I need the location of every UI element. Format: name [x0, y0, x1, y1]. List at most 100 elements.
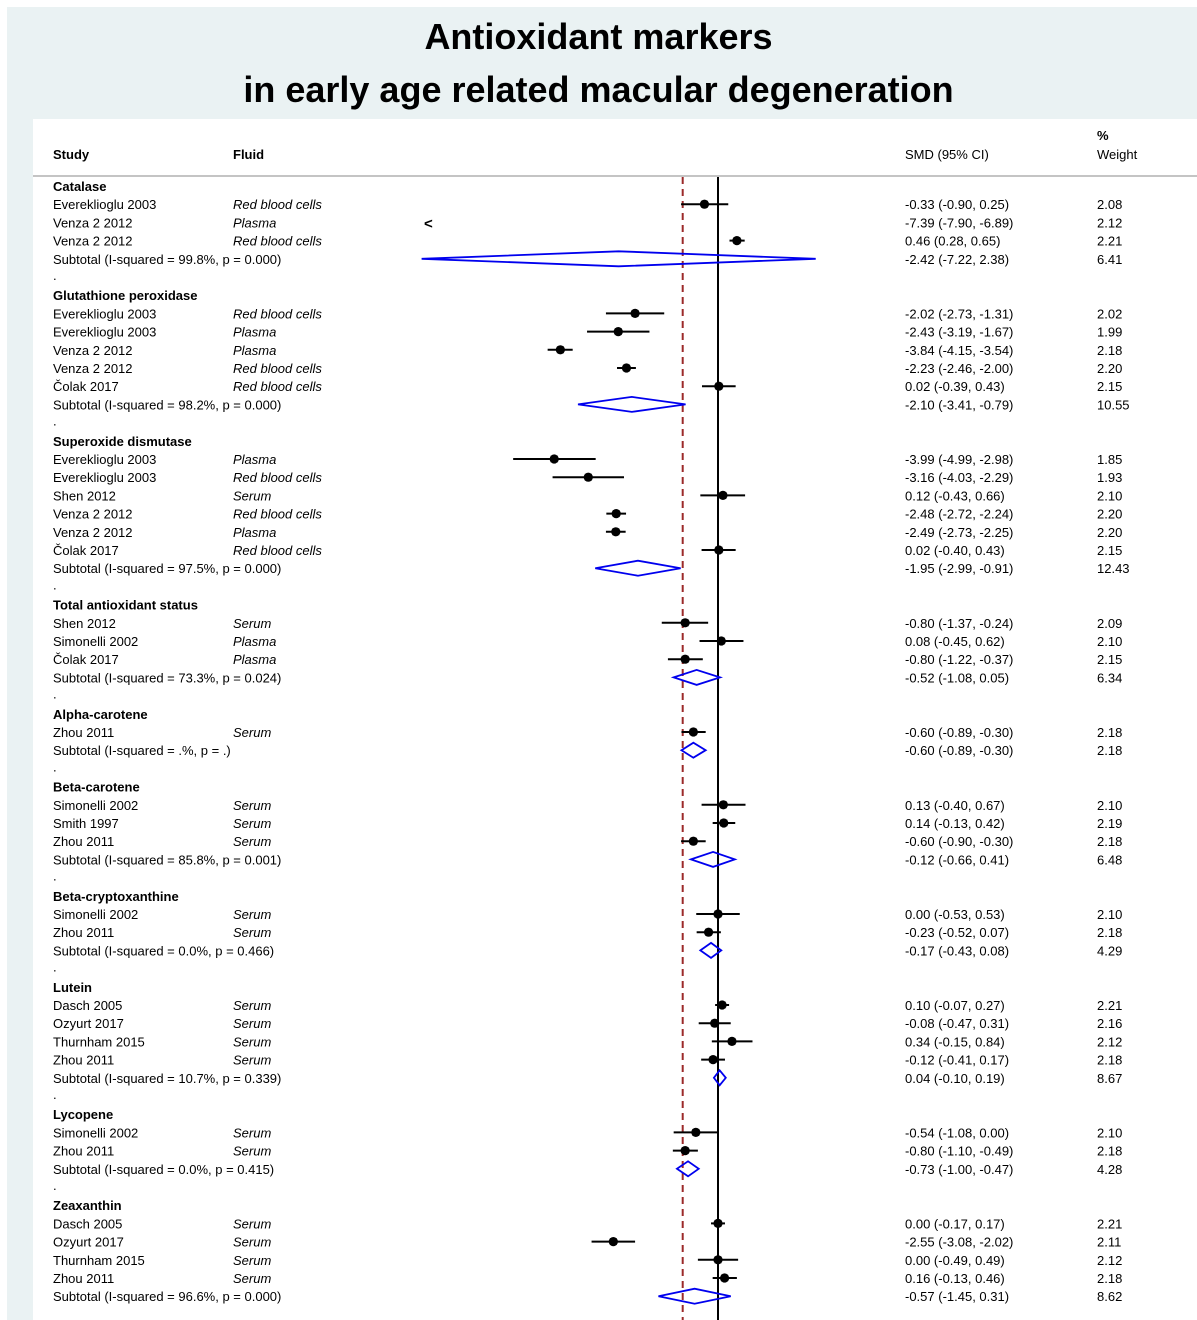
- point-estimate-marker: [727, 1036, 737, 1046]
- column-header-fluid: Fluid: [233, 147, 264, 162]
- smd-ci-label: -2.43 (-3.19, -1.67): [905, 325, 1013, 340]
- group-separator: .: [53, 1087, 57, 1102]
- study-label: Čolak 2017: [53, 543, 119, 558]
- smd-ci-label: -2.10 (-3.41, -0.79): [905, 397, 1013, 412]
- smd-ci-label: -2.48 (-2.72, -2.24): [905, 507, 1013, 522]
- fluid-label: Serum: [233, 816, 271, 831]
- study-label: Evereklioglu 2003: [53, 306, 156, 321]
- smd-ci-label: -0.08 (-0.47, 0.31): [905, 1016, 1009, 1031]
- weight-label: 8.67: [1097, 1071, 1122, 1086]
- point-estimate-marker: [713, 1218, 723, 1228]
- group-header: Total antioxidant status: [53, 598, 198, 613]
- point-estimate-marker: [710, 1018, 720, 1028]
- smd-ci-label: -2.23 (-2.46, -2.00): [905, 361, 1013, 376]
- point-estimate-marker: [699, 199, 710, 209]
- fluid-label: Red blood cells: [233, 361, 322, 376]
- smd-ci-label: 0.13 (-0.40, 0.67): [905, 798, 1005, 813]
- point-estimate-marker: [630, 308, 640, 318]
- point-estimate-marker: [713, 1255, 723, 1265]
- weight-label: 4.28: [1097, 1162, 1122, 1177]
- fluid-label: Red blood cells: [233, 234, 322, 249]
- weight-label: 2.11: [1097, 1235, 1121, 1250]
- smd-ci-label: -2.55 (-3.08, -2.02): [905, 1235, 1013, 1250]
- weight-label: 2.08: [1097, 197, 1122, 212]
- point-estimate-marker: [555, 345, 565, 355]
- weight-label: 2.10: [1097, 907, 1122, 922]
- point-estimate-marker: [716, 636, 726, 646]
- study-label: Venza 2 2012: [53, 215, 133, 230]
- weight-label: 2.18: [1097, 343, 1122, 358]
- subtotal-label: Subtotal (I-squared = 97.5%, p = 0.000): [53, 561, 281, 576]
- study-label: Dasch 2005: [53, 1216, 122, 1231]
- study-label: Smith 1997: [53, 816, 119, 831]
- smd-ci-label: -0.80 (-1.22, -0.37): [905, 652, 1013, 667]
- weight-label: 2.18: [1097, 834, 1122, 849]
- smd-ci-label: 0.16 (-0.13, 0.46): [905, 1271, 1005, 1286]
- study-label: Venza 2 2012: [53, 234, 133, 249]
- smd-ci-label: -0.80 (-1.37, -0.24): [905, 616, 1013, 631]
- group-separator: .: [53, 414, 57, 429]
- study-label: Čolak 2017: [53, 379, 119, 394]
- smd-ci-label: -0.52 (-1.08, 0.05): [905, 670, 1009, 685]
- group-separator: .: [53, 1178, 57, 1193]
- study-label: Evereklioglu 2003: [53, 452, 156, 467]
- study-label: Simonelli 2002: [53, 1125, 138, 1140]
- weight-label: 2.12: [1097, 215, 1122, 230]
- weight-label: 2.18: [1097, 1053, 1122, 1068]
- study-label: Simonelli 2002: [53, 634, 138, 649]
- smd-ci-label: 0.08 (-0.45, 0.62): [905, 634, 1005, 649]
- group-header: Catalase: [53, 179, 106, 194]
- smd-ci-label: -2.42 (-7.22, 2.38): [905, 252, 1009, 267]
- weight-label: 2.02: [1097, 306, 1122, 321]
- weight-label: 8.62: [1097, 1289, 1122, 1304]
- point-estimate-marker: [611, 527, 621, 537]
- fluid-label: Red blood cells: [233, 379, 322, 394]
- smd-ci-label: -0.60 (-0.89, -0.30): [905, 725, 1013, 740]
- plot-panel: [33, 119, 1197, 1320]
- smd-ci-label: -0.33 (-0.90, 0.25): [905, 197, 1009, 212]
- smd-ci-label: -0.60 (-0.90, -0.30): [905, 834, 1013, 849]
- fluid-label: Serum: [233, 1125, 271, 1140]
- subtotal-label: Subtotal (I-squared = 73.3%, p = 0.024): [53, 670, 281, 685]
- study-label: Evereklioglu 2003: [53, 470, 156, 485]
- column-header-study: Study: [53, 147, 90, 162]
- fluid-label: Red blood cells: [233, 543, 322, 558]
- smd-ci-label: -0.54 (-1.08, 0.00): [905, 1125, 1009, 1140]
- off-scale-arrow: <: [424, 215, 433, 232]
- column-header-weight-percent: %: [1097, 128, 1109, 143]
- smd-ci-label: -3.84 (-4.15, -3.54): [905, 343, 1013, 358]
- study-label: Zhou 2011: [53, 1271, 114, 1286]
- study-label: Ozyurt 2017: [53, 1016, 124, 1031]
- smd-ci-label: 0.12 (-0.43, 0.66): [905, 488, 1005, 503]
- weight-label: 2.20: [1097, 507, 1122, 522]
- weight-label: 2.09: [1097, 616, 1122, 631]
- smd-ci-label: -0.80 (-1.10, -0.49): [905, 1144, 1013, 1159]
- point-estimate-marker: [703, 927, 714, 937]
- weight-label: 1.85: [1097, 452, 1122, 467]
- fluid-label: Serum: [233, 1016, 271, 1031]
- point-estimate-marker: [718, 800, 728, 810]
- fluid-label: Red blood cells: [233, 306, 322, 321]
- group-separator: .: [53, 960, 57, 975]
- point-estimate-marker: [719, 1273, 730, 1283]
- weight-label: 6.48: [1097, 852, 1122, 867]
- group-header: Zeaxanthin: [53, 1198, 122, 1213]
- fluid-label: Red blood cells: [233, 197, 322, 212]
- fluid-label: Serum: [233, 1034, 271, 1049]
- weight-label: 2.18: [1097, 1144, 1122, 1159]
- study-label: Simonelli 2002: [53, 907, 138, 922]
- fluid-label: Plasma: [233, 652, 276, 667]
- point-estimate-marker: [691, 1127, 701, 1137]
- weight-label: 2.10: [1097, 798, 1122, 813]
- fluid-label: Serum: [233, 1144, 271, 1159]
- smd-ci-label: -7.39 (-7.90, -6.89): [905, 215, 1013, 230]
- weight-label: 2.18: [1097, 1271, 1122, 1286]
- smd-ci-label: -0.12 (-0.41, 0.17): [905, 1053, 1009, 1068]
- weight-label: 2.10: [1097, 1125, 1122, 1140]
- point-estimate-marker: [680, 654, 690, 664]
- subtotal-label: Subtotal (I-squared = 85.8%, p = 0.001): [53, 852, 281, 867]
- smd-ci-label: 0.14 (-0.13, 0.42): [905, 816, 1005, 831]
- weight-label: 2.10: [1097, 634, 1122, 649]
- smd-ci-label: -0.23 (-0.52, 0.07): [905, 925, 1009, 940]
